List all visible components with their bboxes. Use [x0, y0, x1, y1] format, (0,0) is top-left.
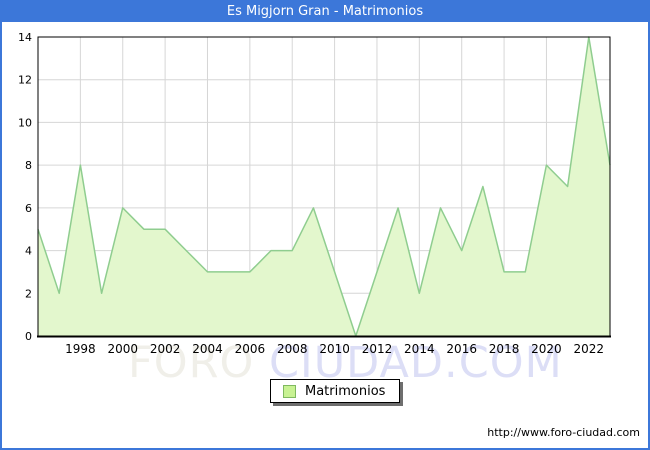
x-tick-label: 2018 [489, 342, 520, 356]
x-tick-label: 2004 [192, 342, 223, 356]
area-series-line [37, 36, 611, 337]
legend: Matrimonios [270, 379, 401, 403]
area-series-fill [38, 37, 610, 336]
y-tick-label: 8 [25, 159, 32, 172]
x-tick-label: 2006 [235, 342, 266, 356]
legend-swatch-icon [283, 384, 296, 398]
x-tick-label: 2000 [107, 342, 138, 356]
x-tick-label: 2002 [150, 342, 181, 356]
x-tick-label: 2010 [319, 342, 350, 356]
x-tick-label: 1998 [65, 342, 96, 356]
x-tick-label: 2008 [277, 342, 308, 356]
y-tick-label: 12 [18, 74, 32, 87]
x-tick-label: 2020 [531, 342, 562, 356]
watermark-foro: FORO [128, 338, 255, 388]
x-tick-label: 2016 [446, 342, 477, 356]
y-tick-label: 6 [25, 202, 32, 215]
footer-url: http://www.foro-ciudad.com [487, 426, 640, 439]
x-tick-label: 2022 [574, 342, 605, 356]
y-tick-label: 4 [25, 245, 32, 258]
x-tick-label: 2014 [404, 342, 435, 356]
y-tick-label: 10 [18, 116, 32, 129]
legend-label: Matrimonios [305, 383, 386, 399]
y-tick-label: 14 [18, 31, 32, 44]
y-tick-label: 0 [25, 330, 32, 343]
chart-title: Es Migjorn Gran - Matrimonios [226, 3, 424, 19]
title-bar: Es Migjorn Gran - Matrimonios [0, 0, 650, 22]
y-tick-label: 2 [25, 287, 32, 300]
x-tick-label: 2012 [362, 342, 393, 356]
